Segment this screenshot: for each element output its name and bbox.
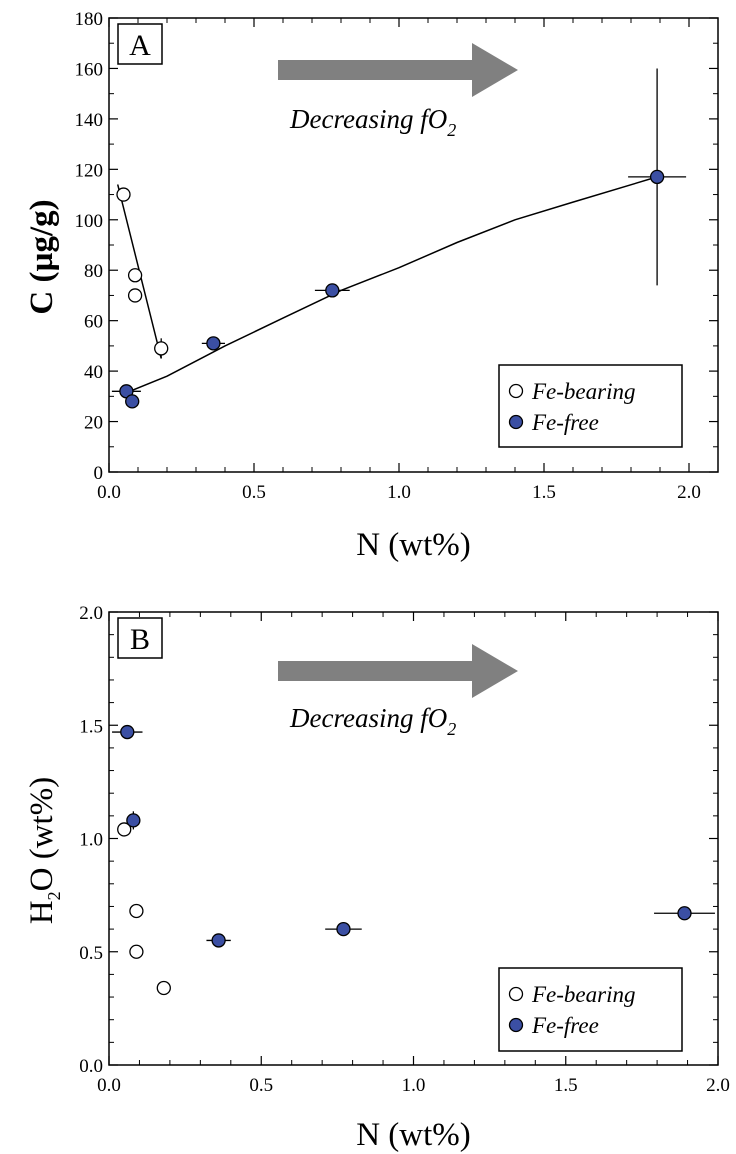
x-tick-label: 2.0	[706, 1075, 730, 1096]
y-tick-label: 2.0	[79, 603, 103, 624]
annotation-decreasing-fo2: Decreasing fO2	[289, 703, 456, 739]
y-tick-label: 0	[94, 463, 104, 484]
data-point-fe-bearing	[129, 903, 144, 919]
data-point-fe-free	[677, 906, 692, 921]
data-point-fe-free	[206, 336, 221, 351]
y-tick-label: 1.0	[79, 830, 103, 851]
x-tick-label: 0.0	[97, 482, 121, 503]
x-tick-label: 0.5	[249, 1075, 273, 1096]
panel-a: 0.0 0.5 1.0 1.5 2.0 0 20 40 60 80 100 120 140 160 180 N…	[24, 9, 719, 563]
data-point-fe-free	[211, 933, 226, 948]
y-tick-label: 0.5	[79, 943, 103, 964]
x-axis-title: N (wt%)	[356, 527, 471, 563]
data-point-fe-bearing	[116, 187, 131, 202]
panel-b: 0.0 0.5 1.0 1.5 2.0 0.0 0.5 1.0 1.5 2.0 N (wt%) H2O…	[24, 603, 730, 1153]
data-point-fe-free	[336, 921, 351, 937]
y-tick-label: 20	[84, 413, 103, 434]
y-tick-label: 100	[75, 211, 104, 232]
data-point-fe-free	[325, 283, 340, 298]
data-point-fe-free	[120, 724, 135, 740]
y-tick-label: 1.5	[79, 716, 103, 737]
y-tick-label: 0.0	[79, 1056, 103, 1077]
y-tick-label: 40	[84, 362, 103, 383]
legend-marker-fe-free	[508, 1017, 524, 1033]
y-tick-label: 140	[75, 110, 104, 131]
legend-marker-fe-free	[508, 414, 524, 430]
annotation-decreasing-fo2: Decreasing fO2	[289, 104, 456, 140]
legend-label-fe-free: Fe-free	[531, 1013, 599, 1038]
legend-label-fe-bearing: Fe-bearing	[531, 379, 635, 404]
legend-label-fe-free: Fe-free	[531, 410, 599, 435]
y-axis-title: C (µg/g)	[24, 199, 60, 314]
y-tick-label: 80	[84, 261, 103, 282]
x-tick-label: 0.5	[242, 482, 266, 503]
x-tick-label: 1.5	[554, 1075, 578, 1096]
legend-marker-fe-bearing	[508, 986, 524, 1002]
x-tick-label: 2.0	[677, 482, 701, 503]
panel-letter: A	[129, 29, 151, 62]
data-point-fe-bearing	[156, 980, 171, 996]
data-point-fe-free	[649, 169, 665, 185]
decreasing-fo2-arrow	[278, 43, 518, 97]
x-axis-title: N (wt%)	[356, 1117, 471, 1153]
data-point-fe-bearing	[117, 822, 132, 837]
y-tick-label: 60	[84, 312, 103, 333]
legend-marker-fe-bearing	[508, 383, 524, 399]
data-point-fe-bearing	[129, 944, 144, 959]
data-point-fe-free	[126, 813, 141, 828]
decreasing-fo2-arrow	[278, 644, 518, 698]
y-axis-title: H2O (wt%)	[24, 777, 64, 924]
panel-letter: B	[130, 623, 150, 656]
legend-box	[498, 364, 683, 448]
y-tick-label: 160	[75, 59, 104, 80]
panel-letter-box	[117, 23, 163, 65]
legend-box	[498, 967, 683, 1052]
panel-letter-box	[117, 617, 163, 659]
x-tick-label: 1.5	[532, 482, 556, 503]
y-tick-label: 120	[75, 160, 104, 181]
data-point-fe-bearing	[127, 288, 143, 303]
x-tick-label: 0.0	[97, 1075, 121, 1096]
x-tick-label: 1.0	[402, 1075, 426, 1096]
data-point-fe-bearing	[154, 341, 169, 356]
x-tick-label: 1.0	[387, 482, 411, 503]
data-point-fe-bearing	[127, 268, 143, 283]
y-tick-label: 180	[75, 9, 104, 30]
fit-line-fe-free	[123, 176, 658, 395]
data-point-fe-free	[125, 394, 140, 409]
legend-label-fe-bearing: Fe-bearing	[531, 982, 635, 1007]
